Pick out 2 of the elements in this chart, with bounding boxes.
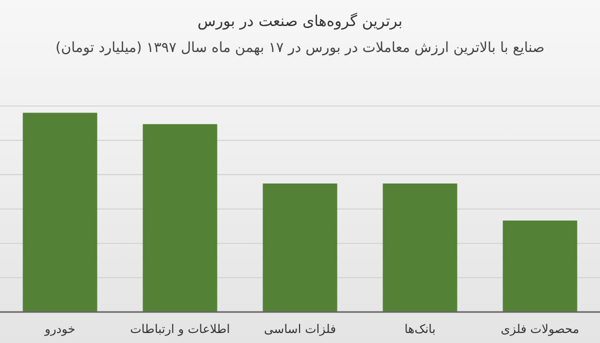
title: برترین گروه‌های صنعت در بورس	[198, 12, 402, 30]
subtitle: صنایع با بالاترین ارزش معاملات در بورس در ۱۷ بهمن ماه سال ۱۳۹۷ (میلیارد تومان)	[56, 40, 544, 56]
